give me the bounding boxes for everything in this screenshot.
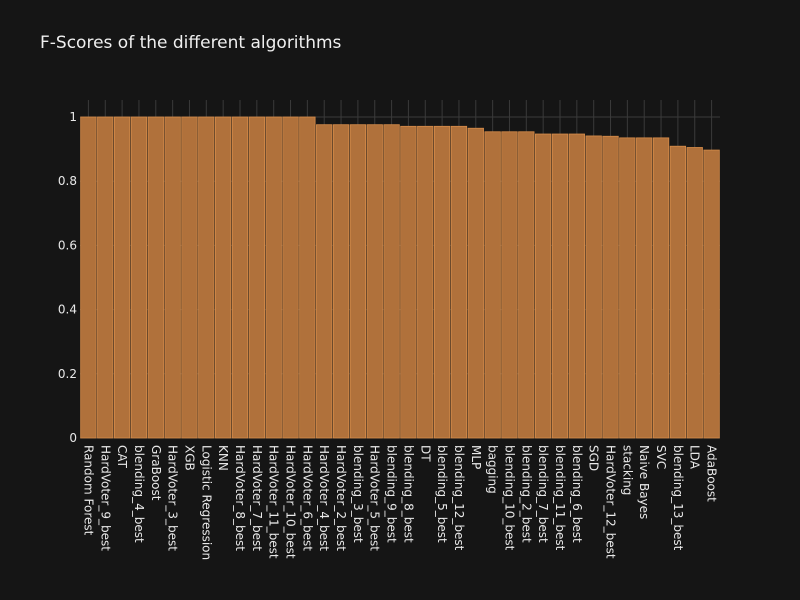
x-tick-label: GraBoost	[149, 445, 163, 501]
bar	[130, 116, 148, 439]
bar	[636, 137, 653, 439]
x-tick-label: blending_3_best	[351, 445, 365, 543]
x-tick-label: MLP	[469, 445, 483, 469]
x-axis-ticks: Random Forest HardVoter_9_best CAT blending…	[81, 445, 718, 560]
bar	[265, 116, 282, 439]
bar	[248, 116, 265, 439]
x-tick-label: Logistic Regression	[199, 445, 213, 560]
chart-title: F-Scores of the different algorithms	[40, 33, 342, 53]
x-tick-label: blending_11_best	[553, 445, 567, 551]
bar	[433, 125, 451, 439]
x-tick-label: stacking	[620, 445, 634, 495]
x-tick-label: HardVoter_7_best	[250, 445, 264, 551]
x-tick-label: LDA	[688, 445, 702, 470]
x-tick-label: DT	[418, 445, 432, 462]
x-tick-label: blending_10_best	[502, 445, 516, 551]
bar	[585, 135, 602, 439]
x-tick-label: KNN	[216, 445, 230, 471]
x-tick-label: HardVoter_3_best	[166, 445, 180, 551]
x-tick-label: HardVoter_4_best	[317, 445, 331, 551]
bar	[299, 116, 316, 439]
bar	[703, 149, 720, 439]
bar	[198, 116, 215, 439]
bar	[450, 125, 468, 439]
y-tick-label: 0.8	[58, 174, 77, 188]
x-tick-label: AdaBoost	[705, 445, 719, 502]
bar	[535, 133, 552, 439]
x-tick-label: blending_12_best	[452, 445, 466, 551]
x-tick-label: bagging	[486, 445, 500, 494]
bar	[113, 116, 131, 439]
x-tick-label: blending_13_best	[671, 445, 685, 551]
bar	[316, 124, 333, 439]
x-tick-label: blending_7_best	[536, 445, 550, 543]
x-tick-label: HardVoter_6_best	[300, 445, 314, 551]
bar	[181, 116, 198, 439]
x-tick-label: blending_5_best	[435, 445, 449, 543]
x-tick-label: HardVoter_8_best	[233, 445, 247, 551]
bar	[231, 116, 249, 439]
bar	[484, 131, 501, 439]
x-tick-label: Naive Bayes	[637, 445, 651, 519]
y-tick-label: 0.4	[58, 303, 77, 317]
x-tick-label: HardVoter_2_best	[334, 445, 348, 551]
bar	[686, 147, 703, 439]
y-tick-label: 0.2	[58, 367, 77, 381]
x-tick-label: blending_9_best	[385, 445, 399, 543]
bar	[501, 131, 518, 439]
bar	[568, 133, 585, 439]
bar	[383, 124, 400, 439]
bar	[400, 125, 417, 439]
x-tick-label: HardVoter_5_best	[368, 445, 382, 551]
x-tick-label: HardVoter_9_best	[98, 445, 112, 551]
bar	[518, 131, 535, 439]
y-tick-label: 1	[69, 110, 77, 124]
bar	[652, 137, 670, 439]
bar	[282, 116, 299, 439]
x-tick-label: blending_6_best	[570, 445, 584, 543]
x-tick-label: CAT	[115, 445, 129, 469]
bar	[97, 116, 114, 439]
bar	[147, 116, 164, 439]
bar	[215, 116, 232, 439]
x-tick-label: SGD	[587, 445, 601, 471]
bar	[467, 127, 484, 439]
x-tick-label: SVC	[654, 445, 668, 469]
bar	[417, 125, 434, 439]
bar	[669, 145, 687, 439]
bar	[551, 133, 569, 439]
x-tick-label: HardVoter_11_best	[267, 445, 281, 559]
bar	[80, 116, 97, 439]
x-tick-label: Random Forest	[81, 445, 95, 536]
bar-layer	[80, 116, 720, 439]
y-axis-ticks: 0 0.2 0.4 0.6 0.8 1	[58, 110, 77, 445]
x-tick-label: XGB	[182, 445, 196, 471]
x-tick-label: blending_4_best	[132, 445, 146, 543]
x-tick-label: blending_2_best	[519, 445, 533, 543]
bar	[619, 137, 636, 439]
x-tick-label: HardVoter_10_best	[284, 445, 298, 559]
bar	[602, 135, 619, 439]
x-tick-label: blending_8_best	[401, 445, 415, 543]
y-tick-label: 0.6	[58, 238, 77, 252]
bar	[349, 124, 367, 439]
bar	[366, 124, 383, 439]
y-tick-label: 0	[69, 431, 77, 445]
bar	[332, 124, 350, 439]
bar	[164, 116, 181, 439]
x-tick-label: HardVoter_12_best	[604, 445, 618, 559]
